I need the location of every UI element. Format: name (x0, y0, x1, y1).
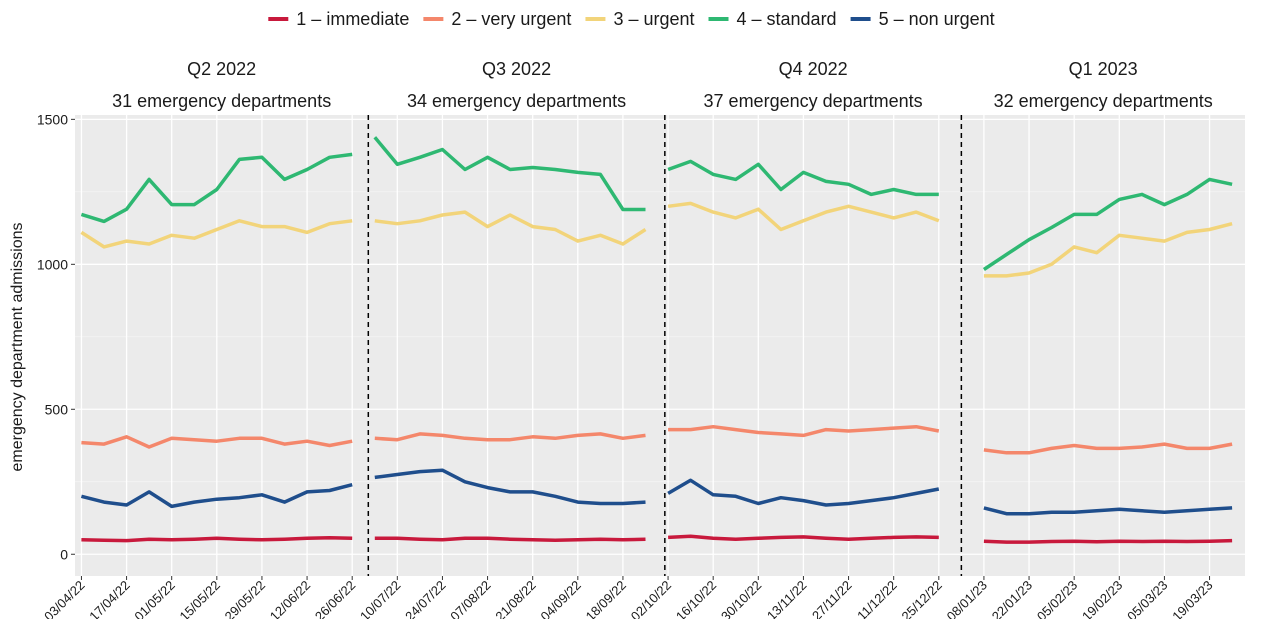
x-tick-label: 15/05/22 (177, 578, 223, 619)
x-tick-label: 02/10/22 (628, 578, 674, 619)
series-line (81, 534, 1233, 544)
legend-label: 5 – non urgent (879, 9, 995, 29)
x-tick-label: 30/10/22 (718, 578, 764, 619)
x-tick-label: 29/05/22 (222, 578, 268, 619)
panel-subtitle: 34 emergency departments (407, 91, 626, 111)
x-tick-label: 18/09/22 (583, 578, 629, 619)
legend-label: 3 – urgent (613, 9, 694, 29)
y-tick-label: 0 (60, 546, 68, 562)
x-tick-label: 11/12/22 (854, 578, 900, 619)
legend-label: 1 – immediate (296, 9, 409, 29)
x-tick-label: 04/09/22 (538, 578, 584, 619)
x-tick-label: 05/02/23 (1034, 578, 1080, 619)
plot-background (75, 115, 1245, 576)
panel-subtitle: 32 emergency departments (994, 91, 1213, 111)
x-tick-label: 03/04/22 (41, 578, 87, 619)
panel-title: Q2 2022 (187, 59, 256, 79)
x-tick-label: 07/08/22 (447, 578, 493, 619)
panel-subtitle: 37 emergency departments (704, 91, 923, 111)
x-tick-label: 27/11/22 (809, 578, 855, 619)
legend-label: 4 – standard (737, 9, 837, 29)
x-tick-label: 16/10/22 (673, 578, 719, 619)
panel-subtitle: 31 emergency departments (112, 91, 331, 111)
x-tick-label: 25/12/22 (899, 578, 945, 619)
panel-title: Q4 2022 (779, 59, 848, 79)
panel-title: Q1 2023 (1069, 59, 1138, 79)
x-tick-label: 08/01/23 (944, 578, 990, 619)
x-tick-label: 22/01/23 (989, 578, 1035, 619)
x-tick-label: 13/11/22 (764, 578, 810, 619)
x-tick-label: 19/02/23 (1079, 578, 1125, 619)
series-line (80, 201, 1233, 278)
x-tick-label: 21/08/22 (492, 578, 538, 619)
x-tick-label: 12/06/22 (267, 578, 313, 619)
x-tick-label: 24/07/22 (402, 578, 448, 619)
x-tick-label: 26/06/22 (312, 578, 358, 619)
y-tick-label: 1000 (37, 256, 68, 272)
panel-title: Q3 2022 (482, 59, 551, 79)
y-axis-label: emergency department admissions (9, 222, 26, 471)
y-tick-label: 500 (45, 401, 69, 417)
y-tick-label: 1500 (37, 111, 68, 127)
legend-label: 2 – very urgent (451, 9, 571, 29)
x-tick-label: 05/03/23 (1124, 578, 1170, 619)
x-tick-label: 19/03/23 (1169, 578, 1215, 619)
series-line (80, 468, 1233, 516)
x-tick-label: 17/04/22 (86, 578, 132, 619)
series-line (80, 136, 1233, 271)
x-tick-label: 01/05/22 (131, 578, 177, 619)
x-tick-label: 10/07/22 (357, 578, 403, 619)
series-line (81, 424, 1233, 455)
